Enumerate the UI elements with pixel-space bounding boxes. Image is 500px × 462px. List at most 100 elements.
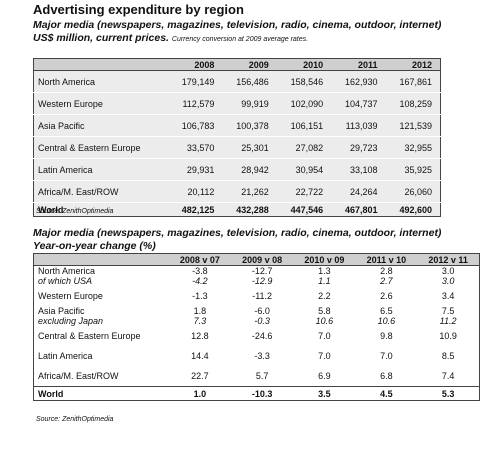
value: 1.0: [193, 388, 207, 399]
value: 1.3: [318, 266, 331, 276]
row: Africa/M. East/ROW 22.7 5.7 6.9 6.8 7.4: [34, 366, 480, 387]
value: 432,288: [236, 204, 269, 215]
value-cell: 106,151: [276, 114, 332, 137]
value: 6.9: [318, 371, 331, 381]
value-cell: 156,486: [222, 70, 277, 93]
value: 467,801: [344, 204, 378, 215]
row-name: North America: [38, 76, 96, 87]
source: Source: ZenithOptimedia: [36, 208, 114, 215]
sub-value: -0.3: [254, 316, 270, 326]
value-cell: 27,082: [276, 136, 332, 159]
value: 5.8: [318, 306, 331, 316]
value-cell: 4.5: [355, 386, 418, 401]
value-cell: 5.8 10.6: [293, 306, 355, 326]
value-cell: -3.3: [231, 346, 293, 366]
value: 2.2: [318, 291, 331, 301]
value-cell: 6.9: [293, 366, 355, 387]
value: 3.5: [318, 388, 331, 399]
value: 28,942: [241, 164, 269, 175]
value-cell: 121,539: [385, 114, 441, 137]
value-cell: 7.0: [293, 326, 355, 346]
row: World 1.0 -10.3 3.5 4.5 5.3: [33, 386, 480, 401]
value: 6.8: [380, 371, 393, 381]
value-cell: -3.8 -4.2: [169, 266, 231, 286]
value-cell: 24,264: [331, 180, 386, 203]
row-label: Western Europe: [33, 92, 168, 115]
value: 99,919: [241, 98, 269, 109]
value: 33,570: [186, 142, 215, 153]
value: 24,264: [349, 186, 378, 197]
row: Latin America 14.4 -3.3 7.0 7.0 8.5: [34, 346, 480, 366]
subtitle: Major media (newspapers, magazines, tele…: [33, 19, 442, 31]
value: 167,861: [399, 76, 432, 87]
value-cell: 7.5 11.2: [417, 306, 479, 326]
value-cell: 492,600: [385, 202, 441, 217]
value-cell: 32,955: [385, 136, 441, 159]
value-cell: 21,262: [222, 180, 277, 203]
value-cell: 9.8: [356, 326, 418, 346]
value-cell: 447,546: [276, 202, 332, 217]
value: 26,060: [404, 186, 432, 197]
value-cell: -24.6: [231, 326, 293, 346]
value: 104,737: [344, 98, 378, 109]
value-cell: 7.0: [293, 346, 355, 366]
value-cell: 1.8 7.3: [169, 306, 231, 326]
value: 27,082: [295, 142, 324, 153]
value: 179,149: [181, 76, 215, 87]
value: 9.8: [380, 331, 393, 341]
sub-value: 3.0: [441, 276, 455, 286]
row-label: Central & Eastern Europe: [33, 136, 168, 159]
header-cell: [33, 58, 168, 71]
value-cell: 35,925: [385, 158, 441, 181]
value: 29,723: [349, 142, 378, 153]
source: Source: ZenithOptimedia: [36, 416, 114, 423]
value: 102,090: [290, 98, 324, 109]
value: 492,600: [399, 204, 432, 215]
value: 12.8: [191, 331, 209, 341]
row-label: World: [33, 386, 169, 401]
value-cell: 29,723: [331, 136, 386, 159]
sub-value: 11.2: [439, 316, 457, 326]
row-name: Western Europe: [38, 291, 103, 301]
value: 447,546: [290, 204, 324, 215]
value-cell: -6.0 -0.3: [231, 306, 293, 326]
subtitle: Major media (newspapers, magazines, tele…: [33, 227, 442, 239]
value: 156,486: [236, 76, 269, 87]
value-cell: 162,930: [331, 70, 386, 93]
row-name: Latin America: [38, 164, 93, 175]
row-name: Asia Pacific: [38, 306, 85, 316]
value-cell: 22,722: [276, 180, 332, 203]
value: -1.3: [192, 291, 208, 301]
row-label: Africa/M. East/ROW: [33, 180, 168, 203]
value: 108,259: [399, 98, 432, 109]
value: 8.5: [441, 351, 455, 361]
value-cell: 22.7: [169, 366, 231, 387]
value-cell: 432,288: [222, 202, 277, 217]
column-header: 2011: [331, 58, 386, 71]
value: 32,955: [404, 142, 432, 153]
value: 3.0: [441, 266, 455, 276]
value-cell: 102,090: [276, 92, 332, 115]
row-name: Latin America: [38, 351, 93, 361]
sub-value: 2.7: [380, 276, 393, 286]
value: 4.5: [380, 388, 393, 399]
value: 10.9: [439, 331, 457, 341]
row-label: Latin America: [34, 346, 169, 366]
row-label: North America of which USA: [34, 266, 169, 286]
column-header: 2012 v 11: [417, 253, 480, 266]
column-header: 2009: [222, 58, 277, 71]
value: 5.7: [255, 371, 269, 381]
value-cell: 26,060: [385, 180, 441, 203]
value: -12.7: [251, 266, 273, 276]
value: 113,039: [345, 120, 378, 131]
table: 2008 v 07 2009 v 08 2010 v 09 2011 v 10 2012…: [33, 253, 480, 401]
header-row: 2008 2009 2010 2011 2012: [33, 58, 441, 71]
row-name: Africa/M. East/ROW: [38, 186, 119, 197]
value-cell: 167,861: [385, 70, 441, 93]
value: 21,262: [241, 186, 269, 197]
value-cell: 467,801: [331, 202, 386, 217]
header-row: 2008 v 07 2009 v 08 2010 v 09 2011 v 10 2012…: [33, 253, 480, 266]
value: 162,930: [344, 76, 378, 87]
row-name: Central & Eastern Europe: [38, 142, 141, 153]
value: 29,931: [186, 164, 215, 175]
